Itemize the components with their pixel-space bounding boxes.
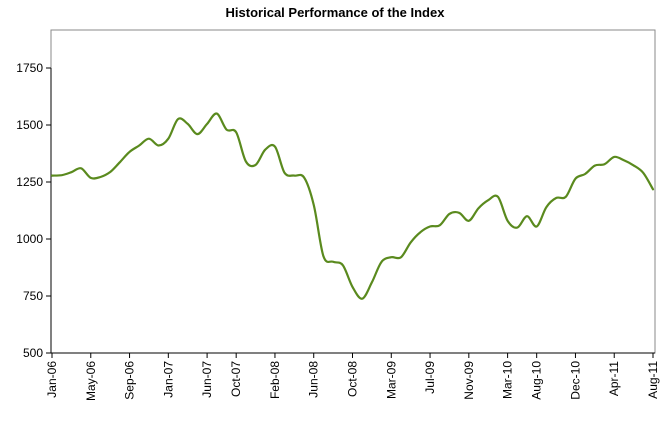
y-tick-label: 500 bbox=[23, 346, 43, 360]
chart-title: Historical Performance of the Index bbox=[226, 5, 446, 20]
x-tick-label: Apr-11 bbox=[607, 361, 621, 396]
x-axis: Jan-06 May-06 Sep-06 Jan-07 Jun-07 Oct-07 Feb-… bbox=[45, 352, 660, 401]
x-tick-label: Nov-09 bbox=[462, 361, 476, 400]
x-tick-label: Jun-07 bbox=[200, 361, 214, 398]
plot-area bbox=[50, 29, 656, 354]
x-tick-label: Mar-09 bbox=[384, 361, 398, 399]
x-tick-label: Oct-07 bbox=[229, 361, 243, 397]
y-tick-label: 1250 bbox=[16, 175, 43, 189]
series-layer bbox=[50, 112, 655, 300]
x-tick-label: Oct-08 bbox=[346, 361, 360, 397]
x-tick-label: Aug-11 bbox=[646, 361, 660, 399]
x-tick-label: Jan-07 bbox=[161, 361, 175, 398]
x-tick-label: Sep-06 bbox=[123, 361, 137, 400]
y-tick-label: 1750 bbox=[16, 61, 43, 75]
x-tick-label: Feb-08 bbox=[268, 361, 282, 399]
x-tick-label: Aug-10 bbox=[530, 361, 544, 400]
x-tick-label: Jan-06 bbox=[45, 361, 59, 398]
x-tick-label: Dec-10 bbox=[568, 361, 582, 400]
x-tick-label: Jul-09 bbox=[423, 361, 437, 394]
x-tick-label: Jun-08 bbox=[307, 361, 321, 398]
y-axis: 500 750 1000 1250 1500 1750 bbox=[16, 61, 52, 360]
x-tick-label: Mar-10 bbox=[501, 361, 515, 399]
y-tick-label: 1000 bbox=[16, 232, 43, 246]
series-line bbox=[50, 112, 655, 300]
y-tick-label: 750 bbox=[23, 289, 43, 303]
y-tick-label: 1500 bbox=[16, 118, 43, 132]
x-tick-label: May-06 bbox=[84, 361, 98, 401]
